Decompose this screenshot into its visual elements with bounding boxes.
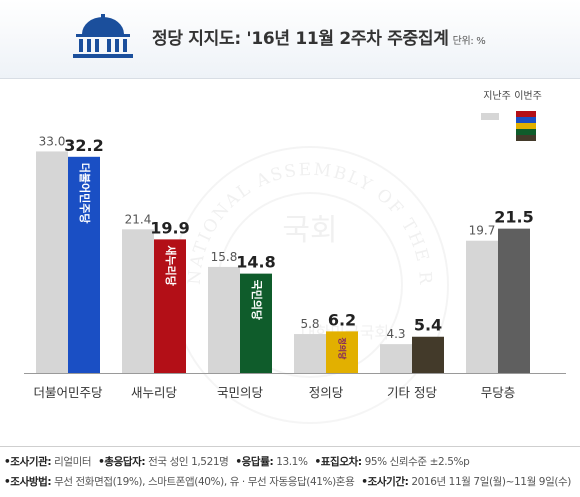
bar-current-week: [154, 239, 186, 373]
legend-label-curr: 이번주: [514, 90, 542, 102]
title-text: 정당 지지도: '16년 11월 2주차 주중집계: [152, 29, 449, 49]
footer-key: •조사기간:: [361, 476, 409, 488]
national-assembly-icon: [73, 14, 133, 58]
value-label-curr: 5.4: [414, 316, 442, 335]
bar-party-name: 새누리당: [164, 245, 178, 285]
footer-value: 13.1%: [273, 456, 311, 468]
bar-prev-week: [466, 240, 498, 373]
bar-current-week: [240, 273, 272, 373]
x-tick-label: 새누리당: [131, 385, 178, 400]
x-tick-label: 기타 정당: [387, 385, 437, 400]
unit-label: 단위: %: [452, 36, 486, 47]
legend-swatch-curr-stripe: [516, 135, 536, 141]
footer-notes: •조사기관: 리얼미터 •총응답자: 전국 성인 1,521명 •응답률: 13…: [0, 446, 580, 497]
bar-current-week: [326, 331, 358, 373]
value-label-curr: 19.9: [150, 218, 189, 237]
footer-key: •조사기관:: [4, 456, 52, 468]
footer-value: 95% 신뢰수준 ±2.5%p: [361, 456, 470, 468]
legend-swatch-curr-stripe: [516, 117, 536, 123]
value-label-curr: 32.2: [64, 136, 103, 155]
legend-swatch-prev: [481, 113, 499, 120]
footer-value: 리얼미터: [51, 456, 95, 468]
bar-prev-week: [380, 344, 412, 373]
bar-current-week: [68, 156, 100, 373]
legend-swatch-curr-stripe: [516, 129, 536, 135]
bar-party-name: 정의당: [338, 337, 348, 360]
legend-swatch-curr-stripe: [516, 111, 536, 117]
value-label-curr: 21.5: [494, 208, 533, 227]
bar-prev-week: [122, 229, 154, 373]
bar-prev-week: [294, 334, 326, 373]
bar-party-name: 더불어민주당: [78, 163, 92, 224]
x-tick-label: 정의당: [309, 385, 344, 400]
legend-swatch-curr-stripe: [516, 123, 536, 129]
header: 정당 지지도: '16년 11월 2주차 주중집계 단위: %: [0, 0, 580, 79]
value-label-prev: 4.3: [386, 327, 405, 341]
legend-label-prev: 지난주: [483, 90, 511, 102]
x-tick-label: 무당층: [481, 385, 516, 400]
footer-key: •응답률:: [235, 456, 274, 468]
value-label-prev: 15.8: [211, 250, 238, 264]
footer-line-1: •조사기관: 리얼미터 •총응답자: 전국 성인 1,521명 •응답률: 13…: [4, 454, 473, 469]
legend: 지난주 이번주: [481, 90, 542, 141]
value-label-prev: 21.4: [125, 212, 152, 226]
x-tick-label: 국민의당: [217, 385, 264, 400]
footer-key: •조사방법:: [4, 476, 52, 488]
footer-value: 전국 성인 1,521명: [145, 456, 232, 468]
bar-party-name: 국민의당: [250, 280, 264, 320]
footer-key: •총응답자:: [98, 456, 146, 468]
seal-center-text: 국회: [282, 213, 337, 248]
footer-value: 2016년 11월 7일(월)~11월 9일(수): [408, 476, 571, 488]
bar-chart: NATIONAL ASSEMBLY OF THE REPUBLIC OF KOR…: [0, 80, 566, 424]
value-label-prev: 5.8: [300, 317, 319, 331]
value-label-curr: 6.2: [328, 310, 356, 329]
footer-value: 무선 전화면접(19%), 스마트폰앱(40%), 유 · 무선 자동응답(41…: [51, 476, 358, 488]
bar-current-week: [412, 336, 444, 373]
bar-current-week: [498, 228, 530, 373]
chart-title: 정당 지지도: '16년 11월 2주차 주중집계 단위: %: [152, 24, 486, 49]
value-label-prev: 19.7: [469, 224, 496, 238]
footer-line-2: •조사방법: 무선 전화면접(19%), 스마트폰앱(40%), 유 · 무선 …: [4, 474, 575, 489]
value-label-prev: 33.0: [39, 134, 66, 148]
bar-prev-week: [208, 266, 240, 373]
value-label-curr: 14.8: [236, 253, 275, 272]
footer-key: •표집오차:: [314, 456, 362, 468]
x-tick-label: 더불어민주당: [33, 385, 103, 400]
bar-prev-week: [36, 151, 68, 373]
